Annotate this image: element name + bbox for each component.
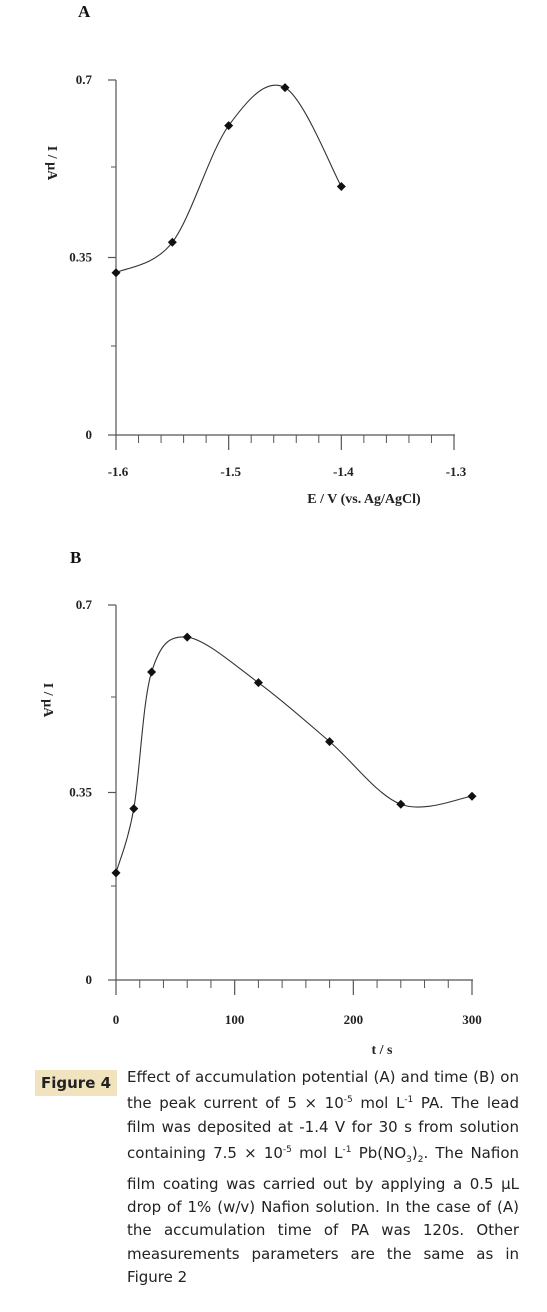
- panel-b-y-tick-label: 0.7: [76, 597, 93, 612]
- panel-a-data-point: [336, 182, 346, 191]
- panel-b-x-axis-title: t / s: [372, 1043, 394, 1058]
- panel-a-x-tick-label: -1.5: [220, 464, 241, 479]
- panel-b-data-point: [253, 678, 263, 688]
- panel-b-data-point: [396, 799, 406, 809]
- chart-panel-b: B 0 0.35 0.7 0 100 200 300 I / µA t / s: [40, 548, 482, 1058]
- panel-a-y-tick-label: 0: [86, 427, 93, 442]
- panel-a-y-ticks: 0 0.35 0.7: [69, 72, 116, 442]
- panel-b-x-tick-label: 100: [225, 1012, 245, 1027]
- panel-b-data-point: [129, 804, 139, 814]
- panel-b-data-point: [182, 632, 192, 642]
- panel-a-data-point: [167, 237, 177, 247]
- panel-b-y-axis-title: I / µA: [40, 683, 55, 718]
- panel-a-x-tick-label: -1.6: [108, 464, 129, 479]
- panel-b-x-tick-label: 300: [462, 1012, 482, 1027]
- caption-label: Figure 4: [35, 1070, 118, 1096]
- panel-a-x-tick-label: -1.4: [333, 464, 354, 479]
- panel-a-data-point: [111, 268, 121, 278]
- panel-a-markers: [111, 83, 346, 278]
- panel-b-data-point: [467, 791, 477, 801]
- panel-b-x-tick-label: 200: [344, 1012, 364, 1027]
- panel-b-x-tick-label: 0: [113, 1012, 120, 1027]
- panel-a-y-tick-label: 0.7: [76, 72, 93, 87]
- panel-b-markers: [111, 632, 477, 878]
- panel-a-x-tick-label: -1.3: [446, 464, 467, 479]
- panel-b-y-ticks: 0 0.35 0.7: [69, 597, 116, 987]
- panel-a-y-axis-title: I / µA: [44, 146, 59, 181]
- panel-a-y-tick-label: 0.35: [69, 250, 92, 265]
- panel-a-axes: [115, 80, 455, 436]
- panel-b-letter: B: [70, 548, 81, 567]
- panel-b-data-point: [111, 868, 121, 878]
- panel-a-curve: [115, 84, 342, 274]
- figure-caption: Figure 4 Effect of accumulation potentia…: [35, 1066, 519, 1290]
- panel-a-data-point: [224, 121, 234, 131]
- panel-a-data-point: [280, 83, 290, 93]
- panel-b-x-ticks: 0 100 200 300: [113, 980, 482, 1027]
- panel-b-y-tick-label: 0: [86, 972, 93, 987]
- caption-text: Effect of accumulation potential (A) and…: [127, 1068, 519, 1287]
- panel-a-x-axis-title: E / V (vs. Ag/AgCl): [307, 492, 421, 507]
- panel-a-letter: A: [78, 2, 91, 21]
- panel-b-axes: [115, 605, 473, 981]
- panel-b-data-point: [147, 667, 157, 677]
- panel-a-x-ticks: -1.6 -1.5 -1.4 -1.3: [108, 435, 467, 479]
- panel-b-data-point: [325, 737, 335, 747]
- panel-b-curve: [115, 636, 473, 874]
- panel-b-y-tick-label: 0.35: [69, 785, 92, 800]
- chart-panel-a: A 0 0.35 0.7 -1.6 -1.5 -1.4 -1.3 I / µA E / V…: [44, 2, 467, 507]
